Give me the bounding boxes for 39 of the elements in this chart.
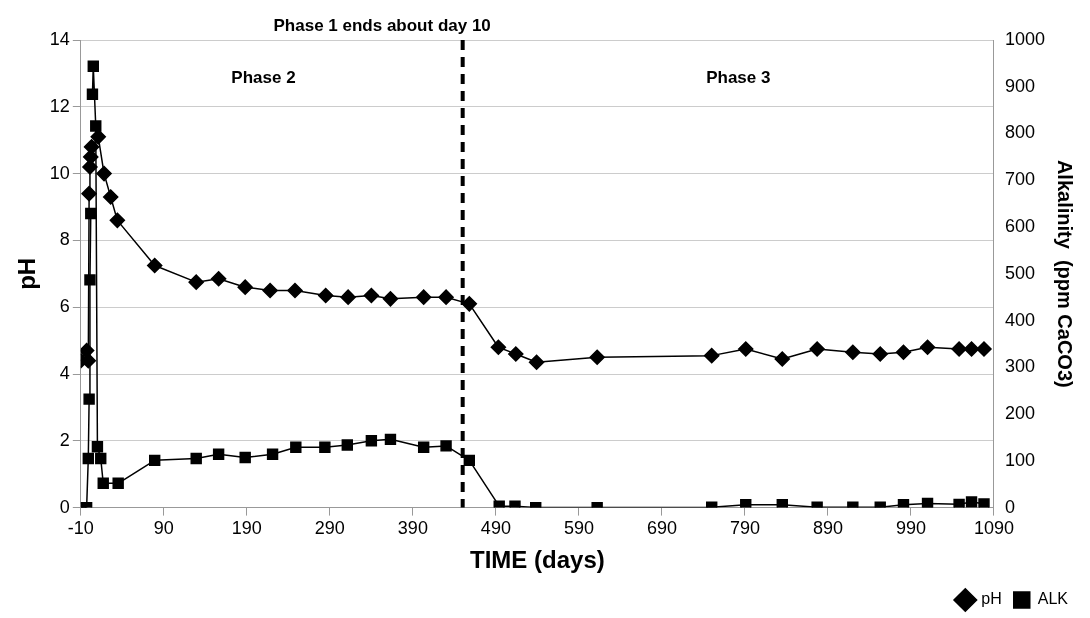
y2-tick-label: 800 <box>1004 122 1035 143</box>
legend-label: pH <box>981 590 1002 608</box>
y2-tick-label: 200 <box>1004 403 1035 424</box>
y2-tick-label: 700 <box>1004 169 1035 190</box>
y-tick-label: 6 <box>59 296 70 317</box>
x-tick-label: 290 <box>314 518 345 539</box>
y2-axis-title: Alkalinity (ppm CaCO3) <box>1054 159 1077 388</box>
y-tick-label: 2 <box>59 429 70 450</box>
y2-tick-label: 1000 <box>1004 28 1045 49</box>
y-tick-label: 0 <box>59 496 70 517</box>
x-tick-label: 390 <box>397 518 428 539</box>
y2-tick-label: 300 <box>1004 356 1035 377</box>
y2-tick-label: 500 <box>1004 262 1035 283</box>
legend-label: ALK <box>1037 590 1069 608</box>
y2-tick-label: 100 <box>1004 449 1035 470</box>
y2-tick-label: 900 <box>1004 75 1035 96</box>
y-tick-label: 12 <box>49 95 70 116</box>
x-tick-label: 190 <box>231 518 262 539</box>
y2-tick-label: 400 <box>1004 309 1035 330</box>
annotation: Phase 2 <box>231 67 296 87</box>
y-tick-label: 10 <box>49 162 70 183</box>
x-axis-title: TIME (days) <box>470 546 605 574</box>
y2-tick-label: 600 <box>1004 216 1035 237</box>
x-tick-label: 490 <box>480 518 511 539</box>
text: Phase 1 ends about day 10 <box>273 15 491 35</box>
y-tick-label: 8 <box>59 229 70 250</box>
x-tick-label: 1090 <box>973 518 1014 539</box>
x-tick-label: 590 <box>563 518 594 539</box>
y-axis-title: pH <box>13 257 41 290</box>
annotation: Phase 3 <box>706 67 771 87</box>
x-tick-label: -10 <box>67 518 94 539</box>
y-tick-label: 4 <box>59 362 70 383</box>
x-tick-label: 890 <box>812 518 843 539</box>
x-tick-label: 90 <box>153 518 174 539</box>
y2-tick-label: 0 <box>1004 496 1015 517</box>
x-tick-label: 990 <box>895 518 926 539</box>
x-tick-label: 790 <box>729 518 760 539</box>
x-tick-label: 690 <box>646 518 677 539</box>
y-tick-label: 14 <box>49 28 70 49</box>
